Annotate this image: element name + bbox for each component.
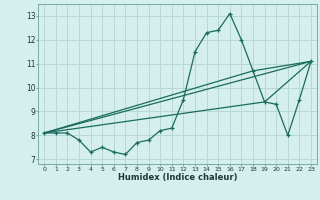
X-axis label: Humidex (Indice chaleur): Humidex (Indice chaleur) bbox=[118, 173, 237, 182]
